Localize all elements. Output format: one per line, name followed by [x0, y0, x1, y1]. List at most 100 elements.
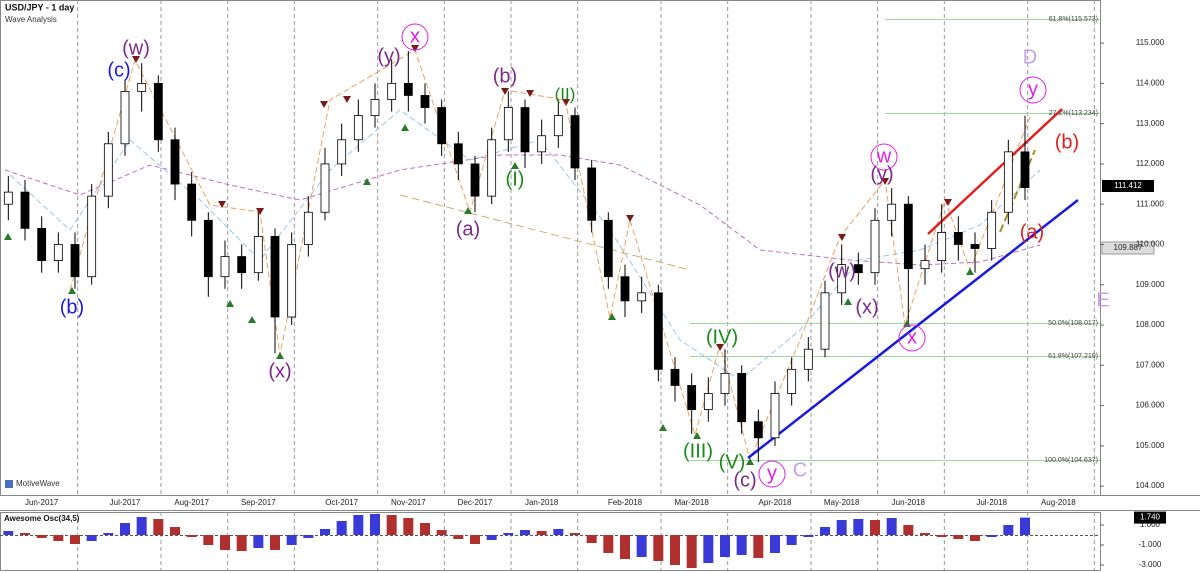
wave-label: y	[1028, 78, 1038, 100]
candle-body	[737, 372, 747, 423]
y-tick-label: 107.000	[1136, 360, 1165, 369]
candle-body	[803, 348, 813, 370]
fib-label: 100.0%(104.637)	[1044, 457, 1098, 464]
osc-bar	[636, 535, 647, 557]
candle-body	[337, 139, 347, 165]
candle-body	[537, 135, 547, 153]
x-tick-label: Aug-2017	[174, 498, 209, 507]
swing-markers	[132, 45, 952, 351]
y-tick-label: 105.000	[1136, 441, 1165, 450]
osc-bar	[870, 520, 880, 535]
wave-label: (x)	[855, 296, 878, 318]
osc-bar	[886, 518, 897, 535]
osc-bar	[103, 533, 114, 535]
fib-lines	[690, 19, 1100, 461]
wave-label: y	[767, 462, 777, 484]
osc-bar	[120, 523, 130, 535]
osc-bar	[703, 535, 714, 563]
candle-body	[70, 244, 80, 278]
candle-body	[570, 115, 580, 169]
osc-bar	[903, 525, 914, 535]
x-tick-label: Jul-2018	[976, 498, 1007, 507]
candle-body	[237, 256, 247, 274]
osc-panel	[0, 512, 1101, 571]
osc-bar	[670, 535, 680, 565]
circle	[758, 460, 786, 488]
candle-body	[703, 393, 713, 411]
candle-body	[220, 256, 230, 278]
candle-body	[970, 244, 980, 249]
osc-bar	[403, 518, 414, 535]
candle-body	[37, 227, 47, 261]
osc-bar	[520, 530, 530, 535]
x-tick-label: Apr-2018	[759, 498, 792, 507]
candle-body	[520, 107, 530, 153]
candle-body	[620, 276, 630, 302]
candle-body	[853, 264, 863, 274]
logo	[5, 480, 13, 488]
wave-label: E	[1096, 289, 1109, 311]
y-tick-label: 113.000	[1136, 119, 1165, 128]
x-tick-label: Dec-2017	[458, 498, 493, 507]
candle-body	[403, 82, 413, 96]
candle-body	[3, 191, 13, 205]
candle-body	[637, 292, 647, 302]
candle-body	[187, 183, 197, 221]
x-tick-label: Sep-2017	[241, 498, 276, 507]
chart-subtitle: Wave Analysis	[5, 15, 57, 24]
candle-body	[137, 82, 147, 92]
candle-body	[487, 139, 497, 197]
candle-body	[770, 393, 780, 439]
osc-bar	[236, 535, 247, 551]
fib-label: 61.8%(115.573)	[1049, 16, 1098, 23]
fib-label: 50.0%(108.017)	[1048, 320, 1098, 327]
circle	[401, 23, 429, 51]
osc-bar	[486, 535, 497, 540]
candle-body	[303, 211, 313, 245]
wave-label: (b)	[493, 65, 517, 87]
wave-label: (y)	[377, 45, 400, 67]
osc-bar	[53, 535, 64, 541]
y-tick-label: 108.000	[1136, 320, 1165, 329]
osc-bar	[536, 531, 547, 535]
wave-label: (c)	[107, 59, 130, 81]
circle	[898, 324, 926, 352]
wave-label: (w)	[122, 37, 150, 59]
wave-label: (I)	[506, 168, 525, 190]
annotations: (w) (c) (b) (x) (y) x (b) (II) (I) (a) (…	[60, 23, 1110, 491]
trend-line	[747, 199, 1079, 459]
osc-bar	[736, 535, 747, 555]
osc-title: Awesome Osc(34,5)	[4, 514, 80, 523]
candle-body	[353, 115, 363, 141]
osc-bar	[786, 535, 797, 545]
wave-label: (y)	[870, 163, 893, 185]
candle-body	[437, 107, 447, 145]
wave-label: D	[1023, 46, 1037, 68]
candle-body	[203, 219, 213, 278]
last-price: 111.412	[1114, 181, 1142, 190]
candle-body	[720, 372, 730, 394]
x-tick-label: Jul-2017	[110, 498, 141, 507]
candle-body	[687, 385, 697, 411]
candle-body	[670, 368, 680, 386]
wave-label: (b)	[60, 296, 84, 318]
candle-body	[920, 260, 930, 270]
y-tick-label: 114.000	[1136, 78, 1165, 87]
osc-bar	[20, 533, 30, 535]
osc-bar	[803, 535, 814, 537]
osc-bar	[1003, 525, 1014, 535]
last-value: 1.740	[1140, 513, 1161, 522]
candle-body	[953, 231, 963, 245]
osc-bar	[653, 535, 664, 561]
candle-body	[320, 163, 330, 213]
osc-bar	[453, 535, 464, 539]
x-tick-label: Nov-2017	[391, 498, 426, 507]
osc-bar	[570, 533, 580, 535]
wave-label: (a)	[1020, 221, 1044, 243]
candle-body	[820, 292, 830, 350]
x-tick-label: Oct-2017	[325, 498, 358, 507]
average-price: 109.887	[1114, 243, 1143, 252]
wave-label: x	[410, 25, 420, 47]
x-tick-label: Mar-2018	[675, 498, 710, 507]
candle-body	[420, 95, 430, 108]
